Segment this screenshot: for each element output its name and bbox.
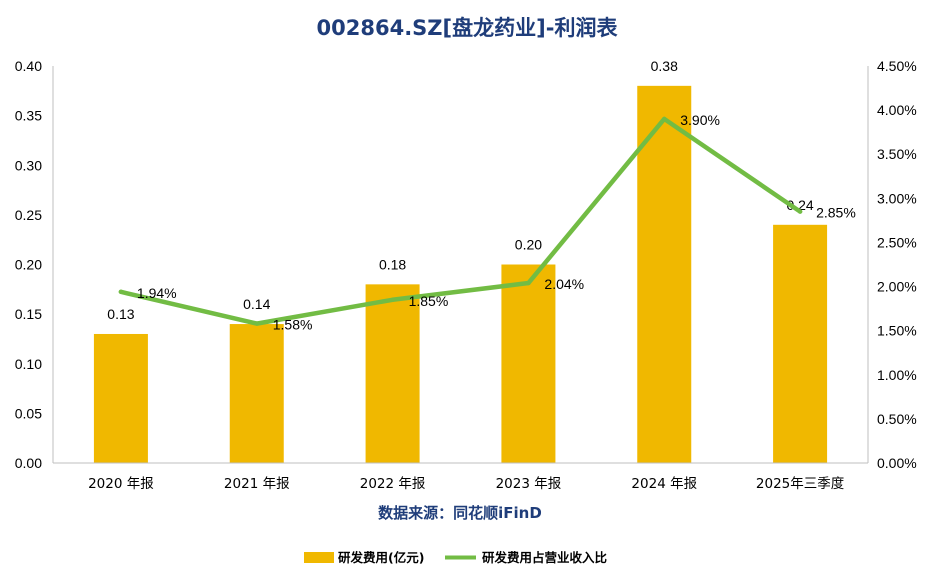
right-tick-label: 1.50% (877, 323, 917, 339)
x-tick-label: 2021 年报 (224, 476, 290, 492)
line-series: 1.94% 1.58% 1.85% 2.04% 3.90% 2.85% (118, 112, 856, 333)
line-data-label: 1.85% (409, 293, 449, 309)
line-data-label: 1.58% (273, 317, 313, 333)
line-point (797, 209, 803, 214)
left-tick-label: 0.35 (15, 108, 42, 124)
bar-data-label: 0.20 (515, 237, 542, 253)
right-tick-label: 2.50% (877, 234, 917, 250)
right-tick-label: 3.50% (877, 146, 917, 162)
legend: 研发费用(亿元) 研发费用占营业收入比 (304, 550, 608, 565)
bar-data-label: 0.14 (243, 296, 270, 312)
bar-data-label: 0.38 (651, 58, 678, 74)
bar-data-label: 0.18 (379, 256, 406, 272)
legend-swatch-bar (304, 552, 334, 563)
line-data-label: 2.85% (816, 205, 856, 221)
bar (773, 224, 828, 463)
left-tick-label: 0.20 (15, 257, 42, 273)
line-data-label: 2.04% (544, 276, 584, 292)
bar (637, 85, 692, 463)
bar-data-label: 0.13 (107, 306, 134, 322)
line-data-label: 1.94% (137, 285, 177, 301)
x-tick-label: 2023 年报 (496, 476, 562, 492)
line-point (390, 297, 395, 302)
bar (93, 333, 148, 463)
line-point (662, 116, 667, 122)
right-tick-label: 3.00% (877, 190, 917, 206)
legend-label-bar: 研发费用(亿元) (338, 550, 424, 565)
x-axis: 2020 年报 2021 年报 2022 年报 2023 年报 2024 年报 2025年… (53, 462, 868, 492)
left-tick-label: 0.25 (15, 207, 42, 223)
x-tick-label: 2024 年报 (631, 476, 697, 492)
bar-series: 0.130.140.180.200.380.24 (93, 58, 828, 463)
chart-title: 002864.SZ[盘龙药业]-利润表 (317, 16, 619, 40)
line-data-label: 3.90% (680, 112, 720, 128)
x-tick-label: 2020 年报 (88, 476, 154, 492)
left-tick-label: 0.00 (15, 455, 42, 471)
line-path (118, 116, 803, 326)
right-tick-label: 0.00% (877, 455, 917, 471)
data-source: 数据来源：同花顺iFinD (378, 504, 542, 522)
line-point (118, 289, 124, 295)
left-tick-label: 0.10 (15, 356, 42, 372)
line-point (526, 280, 531, 286)
right-tick-label: 0.50% (877, 411, 917, 427)
legend-label-line: 研发费用占营业收入比 (482, 550, 608, 565)
bar (229, 324, 284, 463)
x-tick-label: 2022 年报 (360, 476, 426, 492)
left-tick-label: 0.40 (15, 58, 42, 74)
right-tick-label: 4.00% (877, 102, 917, 118)
bar (501, 264, 556, 463)
right-tick-label: 2.00% (877, 279, 917, 295)
right-tick-label: 4.50% (877, 58, 917, 74)
right-tick-label: 1.00% (877, 367, 917, 383)
left-tick-label: 0.15 (15, 306, 42, 322)
bar (365, 284, 420, 463)
line-point (254, 321, 259, 326)
left-tick-label: 0.05 (15, 405, 42, 421)
right-axis: 0.00% 0.50% 1.00% 1.50% 2.00% 2.50% 3.00% 3.50%… (867, 58, 917, 471)
left-axis: 0.00 0.05 0.10 0.15 0.20 0.25 0.30 0.35 0.40 (15, 58, 54, 471)
left-tick-label: 0.30 (15, 157, 42, 173)
x-tick-label: 2025年三季度 (756, 476, 844, 492)
